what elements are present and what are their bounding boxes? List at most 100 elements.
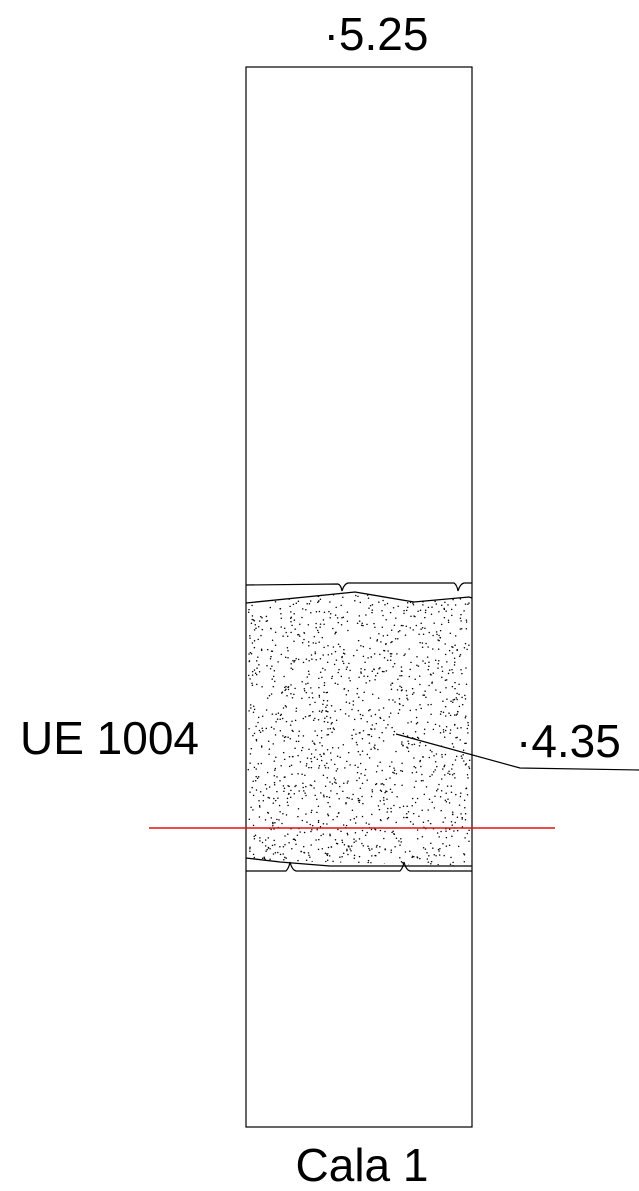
stipple-dot — [342, 662, 345, 665]
stipple-dot — [438, 634, 440, 637]
stipple-dot — [455, 793, 457, 796]
stipple-dot — [392, 665, 394, 668]
stipple-dot — [415, 771, 418, 773]
stipple-dot — [319, 598, 322, 601]
stipple-dot — [308, 696, 310, 699]
stipple-dot — [427, 606, 430, 609]
stipple-dot — [366, 753, 369, 756]
stipple-dot — [342, 790, 344, 792]
stipple-dot — [390, 851, 392, 854]
stipple-dot — [291, 590, 293, 592]
stipple-dot — [393, 767, 395, 769]
stipple-dot — [253, 856, 256, 859]
stipple-dot — [386, 659, 389, 661]
stipple-dot — [279, 714, 282, 717]
stipple-dot — [347, 853, 349, 856]
stipple-dot — [397, 592, 399, 593]
stipple-dot — [394, 590, 396, 592]
stipple-dot — [382, 635, 385, 637]
stipple-dot — [415, 624, 418, 627]
stipple-dot — [444, 753, 447, 756]
stipple-dot — [253, 835, 255, 838]
stipple-dot — [394, 638, 397, 640]
stipple-dot — [383, 799, 385, 802]
stipple-dot — [466, 727, 469, 730]
stipple-dot — [383, 837, 385, 840]
stipple-dot — [423, 694, 426, 696]
stipple-dot — [439, 636, 441, 639]
stipple-dot — [439, 713, 442, 715]
stipple-dot — [430, 703, 432, 706]
stipple-dot — [265, 615, 268, 618]
stipple-dot — [310, 757, 312, 760]
stipple-dot — [308, 748, 310, 751]
stipple-dot — [425, 786, 428, 788]
stipple-dot — [367, 861, 369, 864]
stipple-dot — [324, 766, 327, 769]
stipple-dot — [294, 719, 297, 722]
stipple-dot — [302, 661, 305, 664]
stipple-dot — [369, 604, 372, 607]
stipple-dot — [356, 649, 358, 652]
unit-label: UE 1004 — [20, 712, 199, 764]
stipple-dot — [458, 705, 461, 708]
stipple-dot — [268, 786, 271, 788]
stipple-dot — [456, 816, 459, 818]
stipple-dot — [399, 857, 401, 859]
stipple-dot — [320, 792, 322, 794]
stipple-dot — [451, 763, 454, 766]
stipple-dot — [444, 799, 447, 802]
stipple-dot — [258, 805, 261, 807]
stipple-dot — [407, 864, 410, 866]
stipple-dot — [284, 856, 286, 859]
stipple-dot — [434, 795, 436, 798]
stipple-dot — [407, 722, 409, 724]
stipple-dot — [445, 596, 448, 599]
stipple-dot — [371, 790, 374, 793]
stipple-dot — [288, 842, 290, 844]
stipple-dot — [338, 668, 340, 671]
stipple-dot — [327, 852, 329, 855]
stipple-dot — [404, 653, 406, 655]
stipple-dot — [331, 747, 334, 749]
stipple-dot — [456, 736, 458, 739]
stipple-dot — [258, 594, 261, 596]
stipple-dot — [453, 830, 455, 832]
stipple-dot — [323, 611, 326, 614]
stipple-dot — [452, 699, 454, 701]
stipple-dot — [360, 667, 362, 670]
stipple-dot — [329, 805, 331, 808]
stipple-dot — [370, 828, 373, 831]
stipple-dot — [255, 725, 257, 728]
stipple-dot — [321, 709, 324, 712]
stipple-dot — [349, 764, 351, 766]
stipple-dot — [432, 847, 434, 849]
stipple-dot — [305, 859, 308, 862]
stipple-dot — [363, 675, 365, 677]
stipple-dot — [464, 603, 467, 605]
stipple-dot — [437, 663, 439, 665]
stipple-dot — [360, 772, 362, 775]
stipple-dot — [382, 796, 385, 799]
stipple-dot — [431, 682, 433, 684]
stipple-dot — [453, 724, 456, 726]
stipple-dot — [402, 624, 404, 627]
stipple-dot — [411, 771, 414, 774]
side-elevation-label: ·4.35 — [516, 715, 621, 767]
stipple-dot — [346, 833, 349, 836]
stipple-dot — [436, 597, 439, 599]
stipple-dot — [310, 784, 313, 787]
upper-cap-stones — [245, 582, 472, 592]
stipple-dot — [454, 644, 456, 646]
stipple-dot — [273, 760, 276, 762]
stipple-dot — [397, 637, 399, 640]
stipple-dot — [443, 608, 446, 611]
stipple-dot — [434, 659, 437, 662]
top-elevation-label: ·5.25 — [324, 8, 429, 60]
stipple-dot — [334, 614, 337, 616]
stipple-dot — [400, 861, 403, 863]
stipple-dot — [316, 734, 319, 737]
stipple-dot — [444, 601, 446, 604]
stipple-dot — [264, 819, 267, 821]
stipple-dot — [335, 659, 338, 661]
